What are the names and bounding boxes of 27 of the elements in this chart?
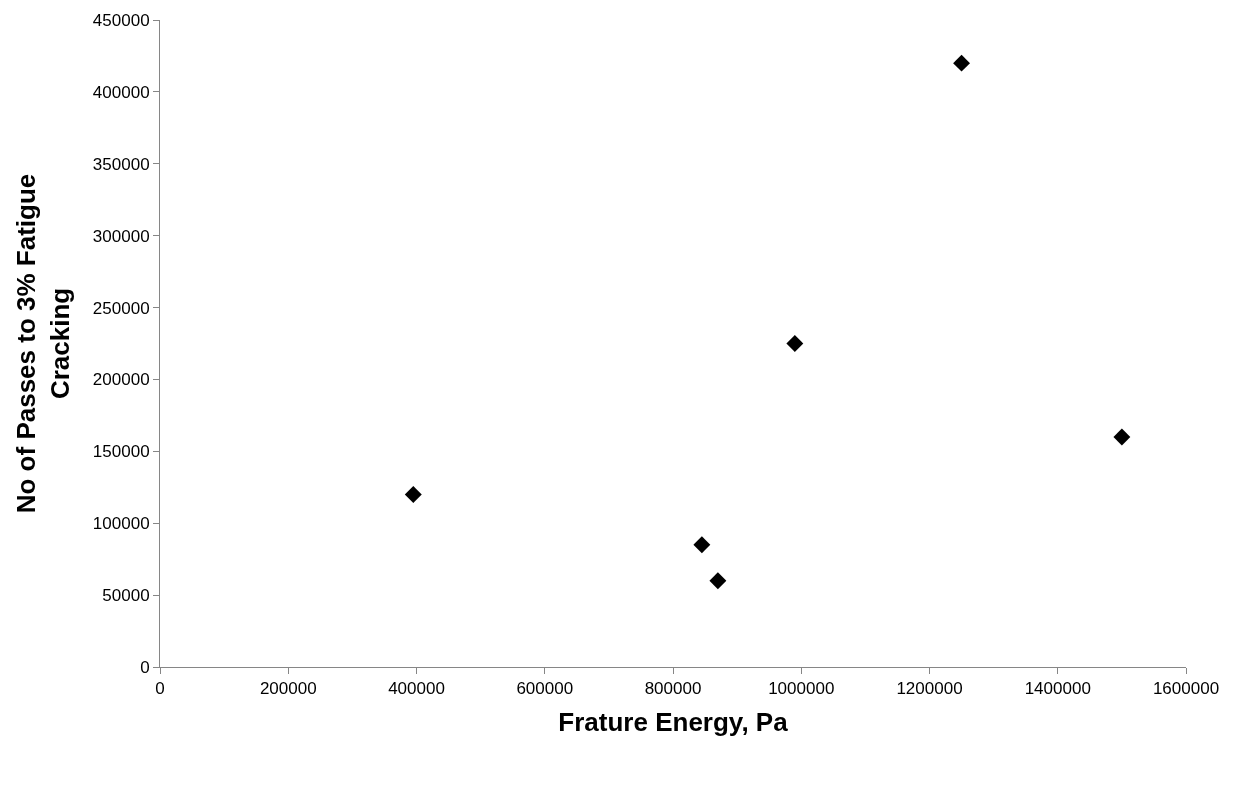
x-tick-label: 1200000 (896, 679, 963, 699)
y-tick-label: 450000 (92, 10, 150, 30)
y-tick-label: 300000 (92, 226, 150, 246)
y-tick-label: 0 (140, 657, 150, 677)
y-tick-label: 350000 (92, 154, 150, 174)
point (693, 536, 711, 554)
x-tick-label: 200000 (259, 679, 317, 699)
x-tick-label: 0 (155, 679, 165, 699)
x-tick-label: 1000000 (768, 679, 835, 699)
x-tick-label: 1600000 (1152, 679, 1220, 699)
y-tick-label: 150000 (92, 442, 150, 462)
x-tick-label: 600000 (516, 679, 574, 699)
x-tick-label: 800000 (644, 679, 702, 699)
x-tick-label: 400000 (388, 679, 445, 699)
y-tick-label: 400000 (92, 82, 150, 102)
y-tick-label: 100000 (92, 514, 150, 534)
y-tick-label: 50000 (102, 586, 150, 606)
y-axis-title: No of Passes to 3% Fatigue Cracking (11, 173, 76, 514)
x-tick-label: 1400000 (1024, 679, 1091, 699)
point (953, 54, 971, 72)
point (1113, 428, 1131, 446)
x-axis-title: Frature Energy, Pa (558, 707, 789, 738)
point (404, 486, 422, 503)
y-tick-label: 200000 (92, 370, 150, 390)
point (786, 335, 804, 352)
point (709, 572, 727, 590)
y-tick-label: 250000 (92, 298, 150, 318)
